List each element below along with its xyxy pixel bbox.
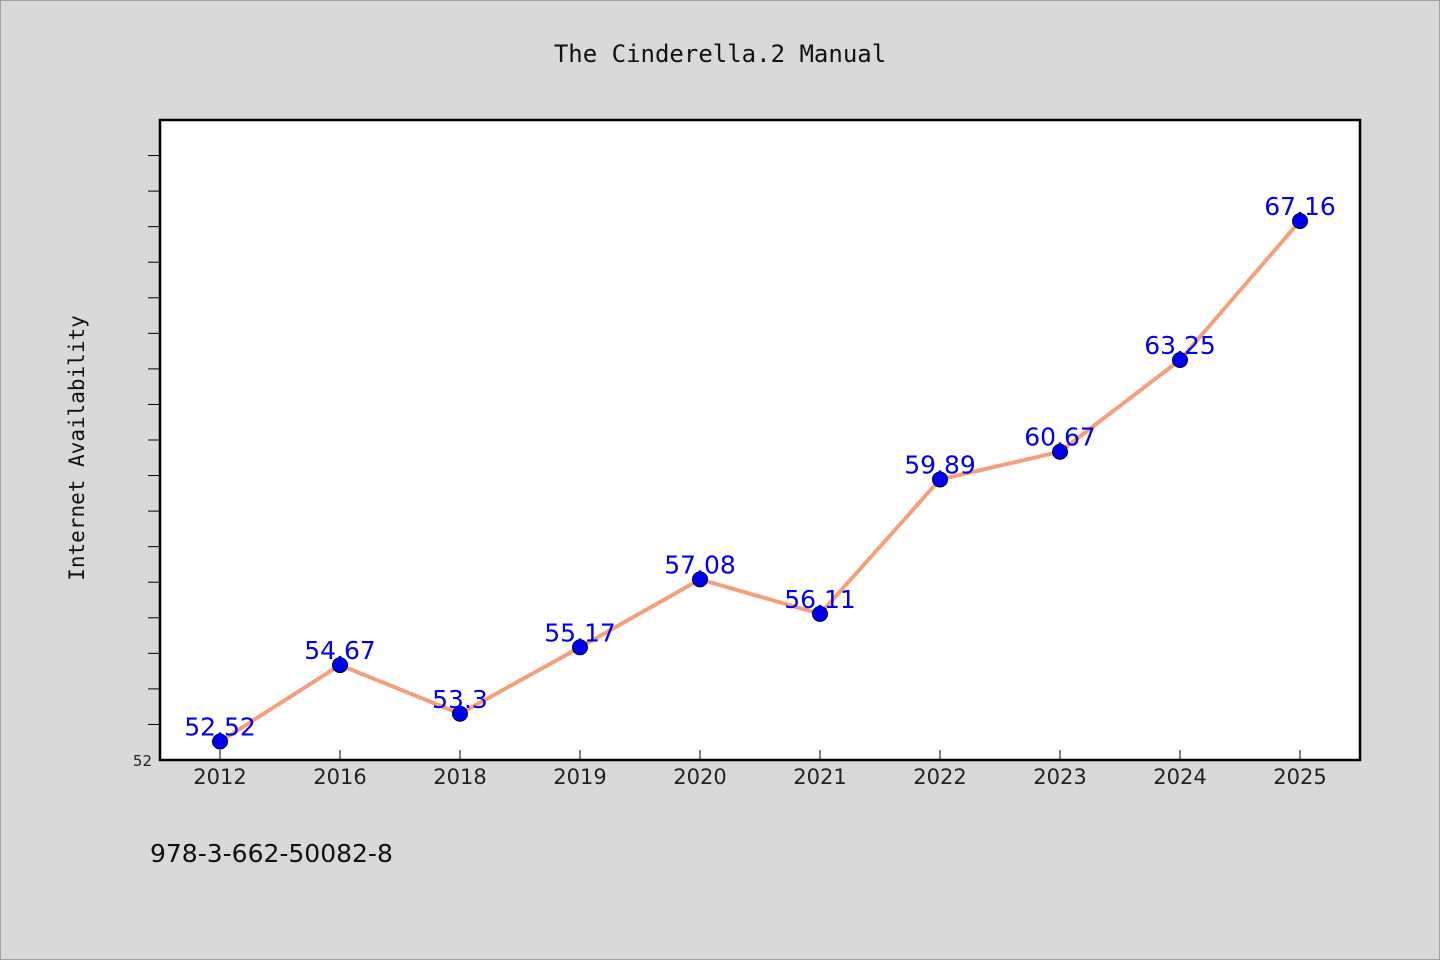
x-tick-label: 2022 <box>913 765 966 789</box>
x-tick-label: 2024 <box>1153 765 1206 789</box>
data-label: 55.17 <box>544 618 616 647</box>
data-point <box>212 733 228 750</box>
series-points-group <box>212 212 1308 750</box>
data-point <box>332 657 348 674</box>
data-label: 57.08 <box>664 550 736 579</box>
data-point <box>1052 443 1068 460</box>
series-line <box>218 218 1302 744</box>
data-point <box>452 705 468 722</box>
data-label: 52.52 <box>184 713 256 742</box>
x-axis-ticks: 2012 2016 2018 2019 2020 2021 2022 2023 2024 2025 <box>193 750 1327 789</box>
data-labels-group: 52.52 54.67 53.3 55.17 57.08 56.11 59.89 60.67 6… <box>184 192 1336 742</box>
x-tick-label: 2012 <box>193 765 246 789</box>
data-point <box>932 471 948 488</box>
data-point <box>572 639 588 656</box>
x-tick-label: 2019 <box>553 765 606 789</box>
data-label: 67.16 <box>1264 192 1336 221</box>
y-axis-ticks: 52 <box>133 155 160 770</box>
x-tick-label: 2018 <box>433 765 486 789</box>
isbn-text: 978-3-662-50082-8 <box>150 839 393 868</box>
data-label: 56.11 <box>784 585 856 614</box>
data-point <box>1292 212 1308 229</box>
x-tick-label: 2016 <box>313 765 366 789</box>
series-line-group <box>218 218 1302 744</box>
data-label: 54.67 <box>304 636 376 665</box>
y-axis-label: Internet Availability <box>65 315 89 581</box>
x-tick-label: 2020 <box>673 765 726 789</box>
x-tick-label: 2023 <box>1033 765 1086 789</box>
data-label: 53.3 <box>432 685 488 714</box>
data-label: 60.67 <box>1024 423 1096 452</box>
data-point <box>812 605 828 622</box>
y-tick-label: 52 <box>133 752 152 770</box>
data-label: 63.25 <box>1144 331 1216 360</box>
chart-title: The Cinderella.2 Manual <box>554 40 886 68</box>
x-tick-label: 2021 <box>793 765 846 789</box>
data-label: 59.89 <box>904 450 976 479</box>
data-point <box>692 571 708 588</box>
plot-area <box>158 118 1362 762</box>
x-tick-label: 2025 <box>1273 765 1326 789</box>
data-point <box>1172 352 1188 368</box>
